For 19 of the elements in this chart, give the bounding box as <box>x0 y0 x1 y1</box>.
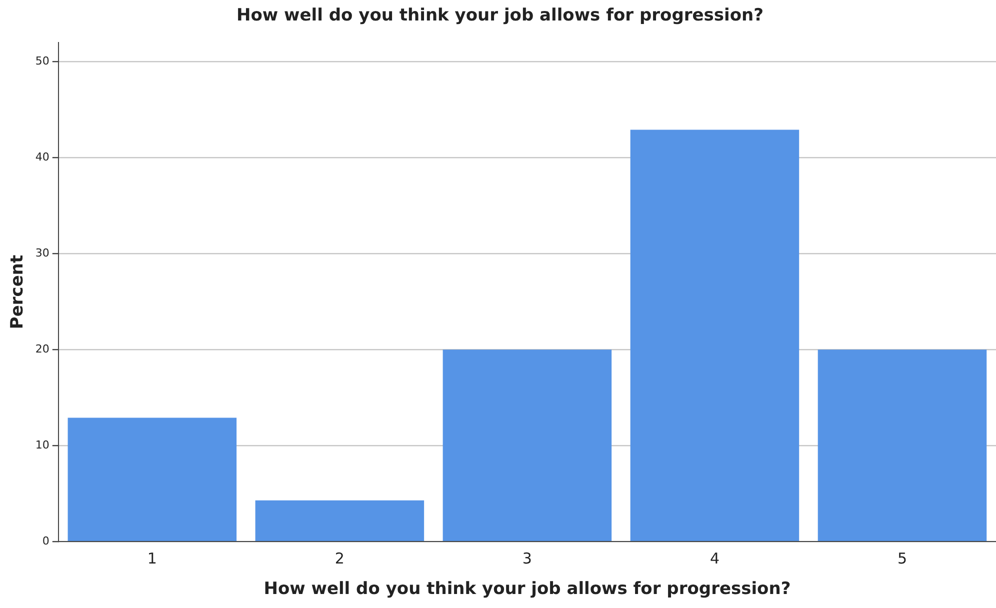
chart-title: How well do you think your job allows for progression? <box>236 6 764 26</box>
y-tick-label: 0 <box>42 534 50 548</box>
bar <box>630 130 800 541</box>
bar <box>68 418 237 541</box>
x-tick-label: 4 <box>710 549 720 568</box>
y-tick-label: 20 <box>35 342 50 356</box>
y-tick-label: 30 <box>35 246 50 260</box>
y-tick-label: 50 <box>35 54 50 68</box>
x-tick-label: 3 <box>522 549 532 568</box>
x-tick-label: 5 <box>897 549 908 568</box>
x-axis-title: How well do you think your job allows for progression? <box>264 579 791 600</box>
x-tick-label: 2 <box>334 549 344 568</box>
bar <box>818 350 987 541</box>
y-tick-label: 10 <box>35 438 50 452</box>
x-tick-label: 1 <box>147 549 157 568</box>
bar <box>255 500 424 541</box>
y-axis-title: Percent <box>8 254 28 330</box>
bar <box>442 350 612 541</box>
y-tick-label: 40 <box>35 150 50 164</box>
